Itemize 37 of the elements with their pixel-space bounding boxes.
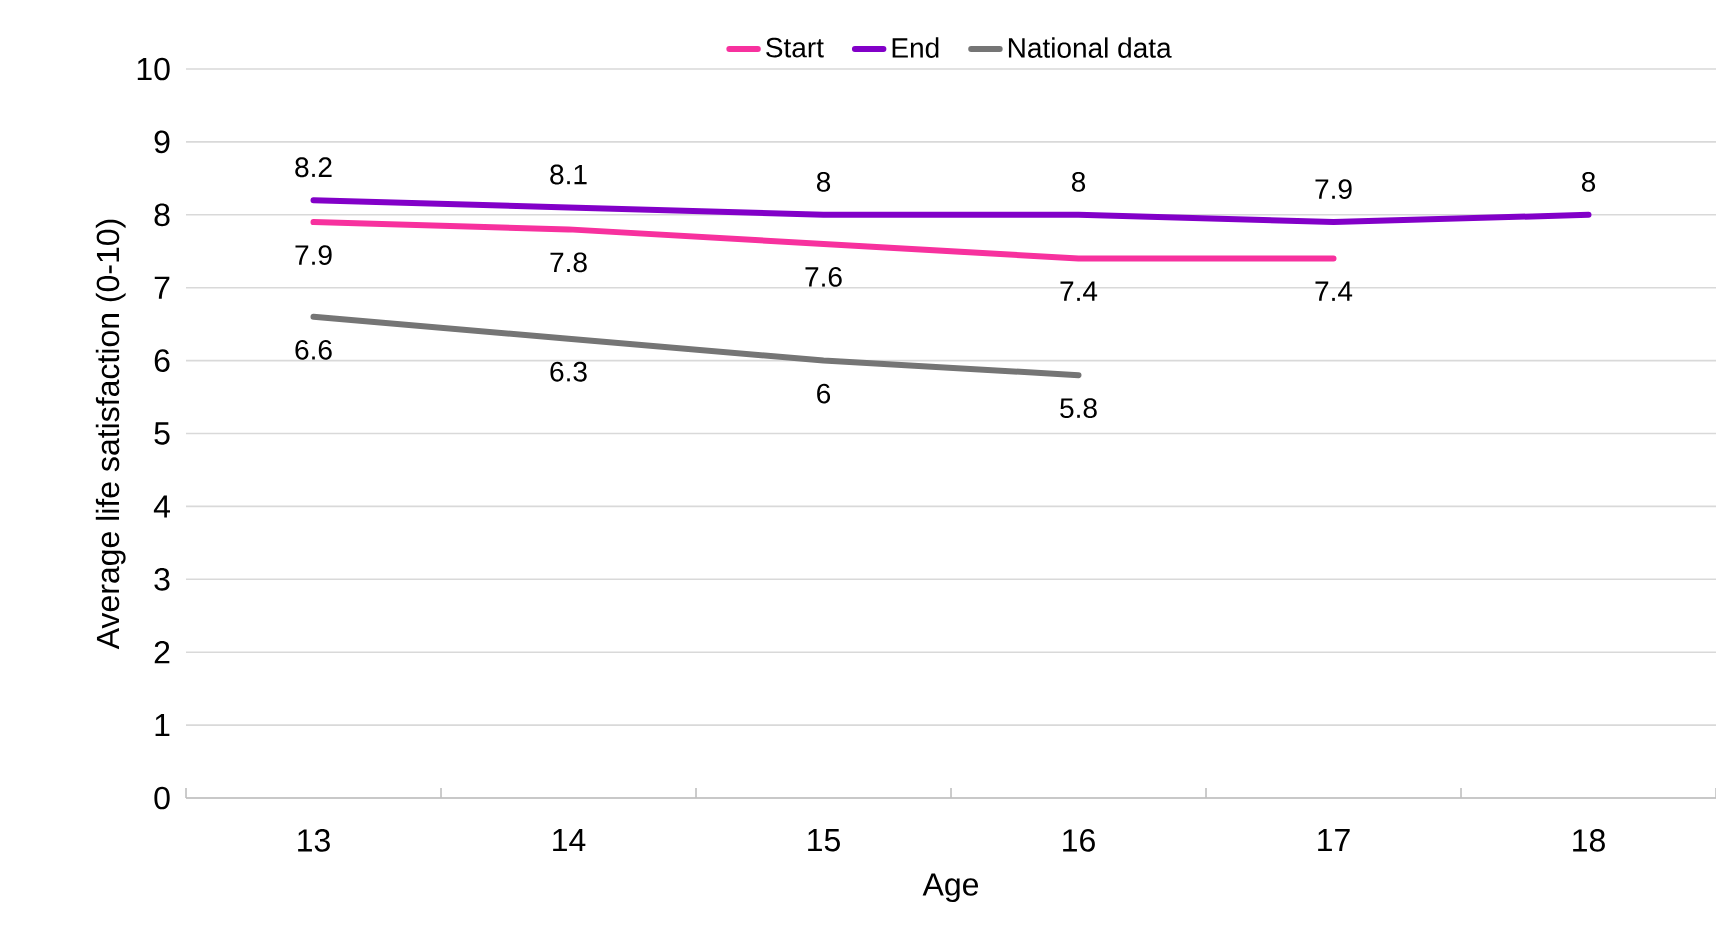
y-tick-label: 10 xyxy=(137,57,170,81)
y-tick-label: 1 xyxy=(155,714,170,737)
data-label: 7.6 xyxy=(805,267,842,287)
y-tick-label: 5 xyxy=(154,422,170,445)
x-tick-label: 16 xyxy=(1063,829,1095,852)
y-tick-label: 0 xyxy=(154,786,170,810)
legend-label: Start xyxy=(766,37,824,58)
y-tick-label: 2 xyxy=(154,641,170,664)
x-tick-label: 13 xyxy=(298,829,330,852)
data-label: 5.8 xyxy=(1060,398,1097,419)
data-label: 8 xyxy=(816,171,831,192)
y-axis-title: Average life satisfaction (0-10) xyxy=(95,219,126,650)
data-label: 6.3 xyxy=(550,361,587,382)
x-tick-label: 15 xyxy=(808,829,840,852)
data-label: 7.4 xyxy=(1315,281,1353,301)
data-label: 6 xyxy=(817,383,831,404)
x-tick-label: 17 xyxy=(1318,829,1350,852)
y-tick-label: 3 xyxy=(154,567,170,591)
x-axis-title: Age xyxy=(922,873,979,903)
data-label: 6.6 xyxy=(295,339,332,360)
y-tick-label: 9 xyxy=(154,130,170,154)
data-label: 7.4 xyxy=(1060,281,1098,301)
data-label: 8 xyxy=(1071,171,1086,192)
data-label: 8.2 xyxy=(295,157,332,178)
x-tick-label: 14 xyxy=(553,829,586,852)
y-tick-label: 6 xyxy=(154,349,170,372)
y-tick-label: 8 xyxy=(154,203,170,227)
data-label: 7.9 xyxy=(295,245,332,265)
data-label: 8 xyxy=(1581,171,1596,192)
y-tick-label: 7 xyxy=(154,276,170,299)
y-tick-label: 4 xyxy=(153,495,170,518)
data-label: 7.9 xyxy=(1315,179,1352,200)
x-tick-label: 18 xyxy=(1573,829,1605,852)
legend-label: End xyxy=(892,37,939,58)
data-label: 7.8 xyxy=(550,252,587,273)
data-label: 8.1 xyxy=(550,164,587,185)
legend-label: National data xyxy=(1008,37,1172,58)
